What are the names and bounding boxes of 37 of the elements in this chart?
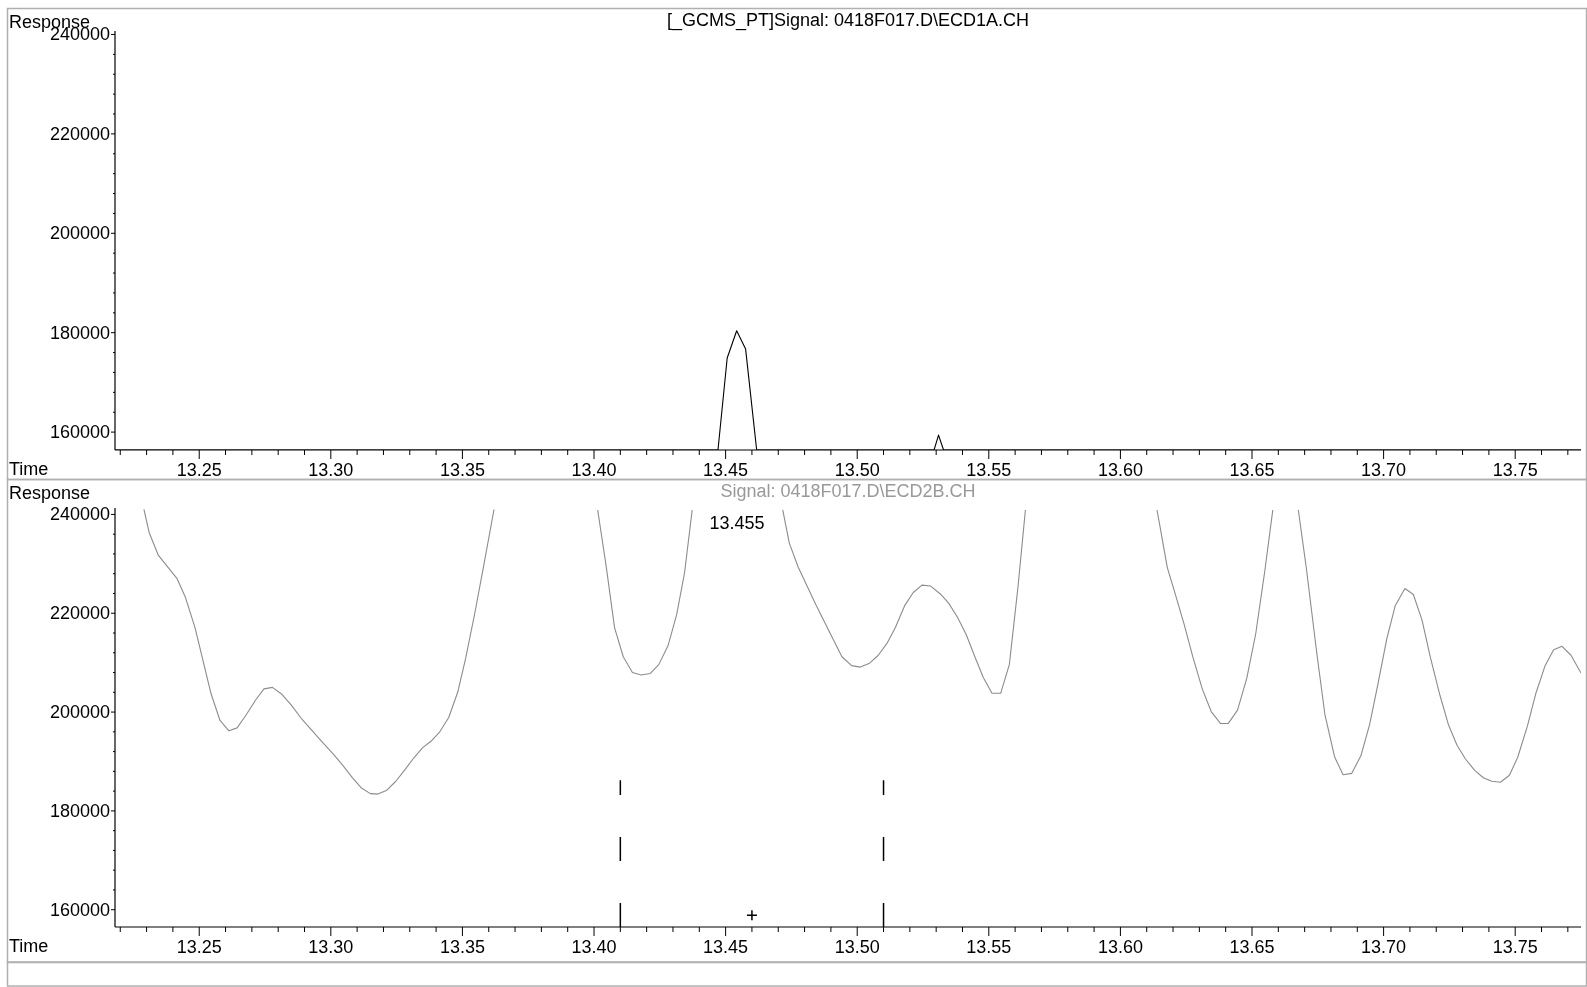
x-tick-label: 13.50: [834, 937, 880, 957]
chart-title: [_GCMS_PT]Signal: 0418F017.D\ECD1A.CH: [666, 10, 1030, 31]
y-tick-label: 200000: [49, 702, 110, 723]
y-tick-label: 180000: [49, 800, 110, 821]
chart-title: Signal: 0418F017.D\ECD2B.CH: [720, 481, 976, 501]
x-tick-label: 13.35: [439, 937, 485, 957]
x-tick-label: 13.65: [1229, 460, 1275, 480]
x-tick-label: 13.75: [1492, 937, 1538, 957]
x-tick-label: 13.55: [966, 460, 1012, 480]
x-tick-label: 13.40: [571, 460, 617, 480]
x-tick-label: 13.40: [571, 937, 617, 957]
x-tick-label: 13.30: [308, 460, 354, 480]
x-tick-label: 13.50: [834, 460, 880, 480]
y-tick-label: 160000: [49, 422, 110, 443]
x-tick-label: 13.65: [1229, 937, 1275, 957]
x-tick-label: 13.30: [308, 937, 354, 957]
x-tick-label: 13.45: [703, 460, 749, 480]
y-tick-label: 220000: [49, 603, 110, 624]
x-tick-label: 13.45: [703, 937, 749, 957]
x-tick-label: 13.55: [966, 937, 1012, 957]
x-tick-label: 13.70: [1361, 460, 1407, 480]
x-axis-title: Time: [9, 459, 49, 479]
y-tick-label: 180000: [49, 322, 110, 343]
x-tick-label: 13.25: [176, 937, 222, 957]
y-tick-label: 160000: [49, 899, 110, 920]
x-tick-label: 13.35: [439, 460, 485, 480]
x-tick-label: 13.25: [176, 460, 222, 480]
x-tick-label: 13.60: [1097, 937, 1143, 957]
annotation: 13.455: [709, 513, 765, 533]
x-tick-label: 13.60: [1097, 460, 1143, 480]
x-tick-label: 13.70: [1361, 937, 1407, 957]
x-axis-title: Time: [9, 936, 49, 956]
y-axis-title: Response: [9, 483, 91, 503]
y-tick-label: 200000: [49, 223, 110, 244]
y-tick-label: 220000: [49, 123, 110, 144]
x-tick-label: 13.75: [1492, 460, 1538, 480]
y-tick-label: 240000: [49, 504, 110, 525]
